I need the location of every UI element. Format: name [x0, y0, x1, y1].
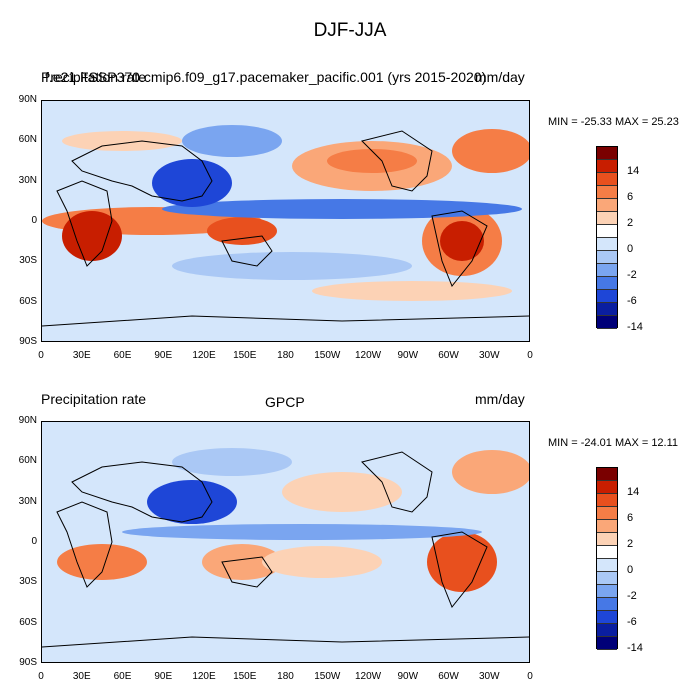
lon-tick-label: 150W	[314, 671, 341, 682]
colorbar-swatch	[597, 611, 617, 624]
lon-tick-label: 150E	[233, 350, 257, 361]
lat-tick-label: 60N	[18, 455, 37, 467]
colorbar-swatch	[597, 585, 617, 598]
colorbar-swatch	[597, 277, 617, 290]
colorbar-swatch	[597, 303, 617, 316]
colorbar-swatch	[597, 507, 617, 520]
panel-center-label: f.e21.FSSP370.cmip6.f09_g17.pacemaker_pa…	[45, 69, 487, 85]
colorbar-swatch	[597, 533, 617, 546]
lat-tick-label: 90S	[19, 656, 37, 668]
colorbar-swatch	[597, 559, 617, 572]
precip-map	[41, 100, 530, 342]
lat-tick-label: 30N	[18, 174, 37, 186]
lon-tick-label: 0	[38, 671, 44, 682]
colorbar-label: 6	[627, 512, 634, 524]
colorbar-label: -2	[627, 269, 637, 281]
panel-minmax: MIN = -24.01 MAX = 12.11	[548, 437, 679, 449]
lon-tick-label: 90E	[154, 671, 173, 682]
lon-tick-label: 180	[277, 671, 294, 682]
lat-tick-label: 0	[31, 535, 37, 547]
colorbar-label: 2	[627, 538, 634, 550]
colorbar-swatch	[597, 225, 617, 238]
colorbar-swatch	[597, 572, 617, 585]
lon-tick-label: 120W	[355, 350, 382, 361]
lon-tick-label: 30W	[478, 350, 500, 361]
lon-tick-label: 120E	[192, 350, 216, 361]
lon-tick-label: 60W	[438, 350, 459, 361]
lat-tick-label: 30S	[19, 576, 37, 588]
colorbar	[596, 146, 618, 329]
lon-tick-label: 60E	[113, 350, 132, 361]
colorbar-label: -6	[627, 295, 637, 307]
colorbar-swatch	[597, 147, 617, 160]
panel-minmax: MIN = -25.33 MAX = 25.23	[548, 116, 679, 128]
lon-tick-label: 180	[277, 350, 294, 361]
colorbar-label: -2	[627, 590, 637, 602]
precip-map	[41, 421, 530, 663]
lon-tick-label: 120W	[355, 671, 382, 682]
lon-tick-label: 0	[38, 350, 44, 361]
lon-tick-label: 90E	[154, 350, 173, 361]
colorbar-label: -6	[627, 616, 637, 628]
colorbar-swatch	[597, 546, 617, 559]
colorbar-swatch	[597, 624, 617, 637]
lon-tick-label: 90W	[397, 671, 419, 682]
lon-tick-label: 30W	[478, 671, 500, 682]
colorbar	[596, 467, 618, 650]
colorbar-swatch	[597, 520, 617, 533]
precip-field	[42, 101, 529, 341]
panel-units-label: mm/day	[475, 69, 525, 85]
colorbar-swatch	[597, 160, 617, 173]
lat-tick-label: 60N	[18, 134, 37, 146]
lat-tick-label: 60S	[19, 616, 37, 628]
lon-tick-label: 60W	[438, 671, 459, 682]
colorbar-label: 14	[627, 165, 640, 177]
panel-left-label: Precipitation rate	[41, 69, 147, 85]
colorbar-label: 6	[627, 191, 634, 203]
colorbar-swatch	[597, 290, 617, 303]
colorbar-label: -14	[627, 642, 643, 654]
lon-tick-label: 30E	[72, 350, 91, 361]
lon-tick-label: 0	[527, 671, 533, 682]
lat-tick-label: 30N	[18, 495, 37, 507]
lon-tick-label: 120E	[192, 671, 216, 682]
lat-tick-label: 30S	[19, 255, 37, 267]
panel-units-label: mm/day	[475, 391, 525, 407]
colorbar-swatch	[597, 468, 617, 481]
lat-tick-label: 90S	[19, 335, 37, 347]
lat-tick-label: 90N	[18, 94, 37, 105]
colorbar-swatch	[597, 199, 617, 212]
lon-tick-label: 60E	[113, 671, 132, 682]
page-title: DJF-JJA	[313, 20, 387, 41]
colorbar-swatch	[597, 494, 617, 507]
colorbar-swatch	[597, 186, 617, 199]
lon-tick-label: 30E	[72, 671, 91, 682]
colorbar-swatch	[597, 212, 617, 225]
colorbar-swatch	[597, 251, 617, 264]
colorbar-swatch	[597, 316, 617, 329]
lat-tick-label: 90N	[18, 415, 37, 426]
colorbar-label: 2	[627, 217, 634, 229]
lon-tick-label: 150E	[233, 671, 257, 682]
panel-center-label: GPCP	[265, 394, 305, 410]
colorbar-label: 0	[627, 564, 634, 576]
lon-tick-label: 90W	[397, 350, 419, 361]
lat-tick-label: 0	[31, 214, 37, 226]
colorbar-label: 0	[627, 243, 634, 255]
colorbar-swatch	[597, 238, 617, 251]
colorbar-label: 14	[627, 486, 640, 498]
lat-tick-label: 60S	[19, 295, 37, 307]
colorbar-label: -14	[627, 321, 643, 333]
colorbar-swatch	[597, 637, 617, 650]
colorbar-swatch	[597, 481, 617, 494]
lon-tick-label: 150W	[314, 350, 341, 361]
colorbar-swatch	[597, 173, 617, 186]
colorbar-swatch	[597, 264, 617, 277]
lon-tick-label: 0	[527, 350, 533, 361]
colorbar-swatch	[597, 598, 617, 611]
precip-field	[42, 422, 529, 662]
panel-left-label: Precipitation rate	[41, 391, 147, 407]
